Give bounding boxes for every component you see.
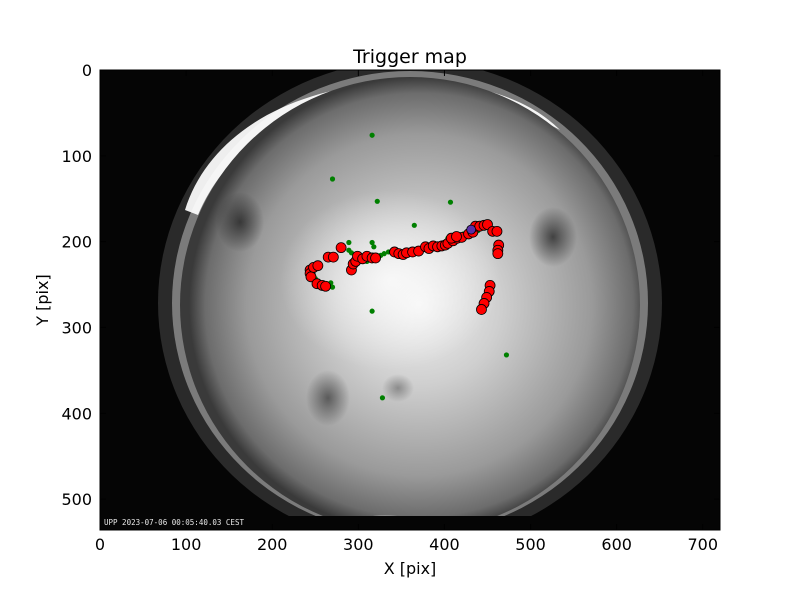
y-tick-label: 300 bbox=[61, 318, 92, 337]
y-tick-label: 500 bbox=[61, 490, 92, 509]
green-trigger-point bbox=[329, 176, 336, 182]
green-trigger-point bbox=[411, 222, 417, 228]
y-tick-label: 400 bbox=[61, 404, 92, 423]
y-axis-label: Y [pix] bbox=[33, 274, 52, 326]
red-track-point bbox=[492, 248, 504, 260]
green-trigger-point bbox=[371, 244, 377, 250]
y-tick-label: 100 bbox=[61, 147, 92, 166]
y-tick-label: 200 bbox=[61, 233, 92, 252]
y-tick-label: 0 bbox=[82, 61, 92, 80]
x-tick-label: 700 bbox=[688, 535, 719, 554]
green-trigger-point bbox=[381, 251, 387, 257]
red-track-point bbox=[312, 260, 324, 272]
red-track-point bbox=[327, 251, 339, 263]
plot-frame bbox=[99, 69, 721, 531]
green-trigger-point bbox=[379, 395, 386, 401]
red-track-point bbox=[335, 242, 347, 254]
red-track-point bbox=[370, 252, 381, 264]
x-tick-label: 100 bbox=[171, 535, 202, 554]
x-tick-label: 600 bbox=[601, 535, 632, 554]
green-trigger-point bbox=[369, 308, 375, 314]
red-track-point bbox=[451, 231, 462, 242]
x-tick-label: 0 bbox=[95, 535, 105, 554]
x-tick-label: 300 bbox=[343, 535, 374, 554]
x-tick-label: 500 bbox=[515, 535, 546, 554]
x-tick-label: 400 bbox=[429, 535, 460, 554]
trigger-points bbox=[304, 132, 510, 401]
green-trigger-point bbox=[369, 239, 375, 246]
red-track-point bbox=[320, 280, 332, 292]
green-trigger-point bbox=[447, 199, 454, 205]
x-axis-label: X [pix] bbox=[384, 559, 437, 578]
green-trigger-point bbox=[369, 132, 375, 138]
green-trigger-point bbox=[329, 284, 336, 290]
sky-camera-image: UPP 2023-07-06 00:05:40.03 CEST bbox=[100, 70, 720, 530]
green-trigger-point bbox=[346, 239, 352, 246]
red-track-point bbox=[491, 225, 503, 237]
green-trigger-point bbox=[503, 352, 510, 358]
green-trigger-point bbox=[374, 198, 380, 204]
camera-timestamp: UPP 2023-07-06 00:05:40.03 CEST bbox=[104, 518, 244, 527]
chart-title: Trigger map bbox=[352, 46, 467, 68]
axis-ticks: 0 100 200 300 400 500 600 700 0 100 200 300 400 500 bbox=[61, 61, 720, 554]
x-tick-label: 200 bbox=[257, 535, 288, 554]
highlighted-point bbox=[466, 224, 477, 235]
red-track-point bbox=[476, 304, 487, 315]
